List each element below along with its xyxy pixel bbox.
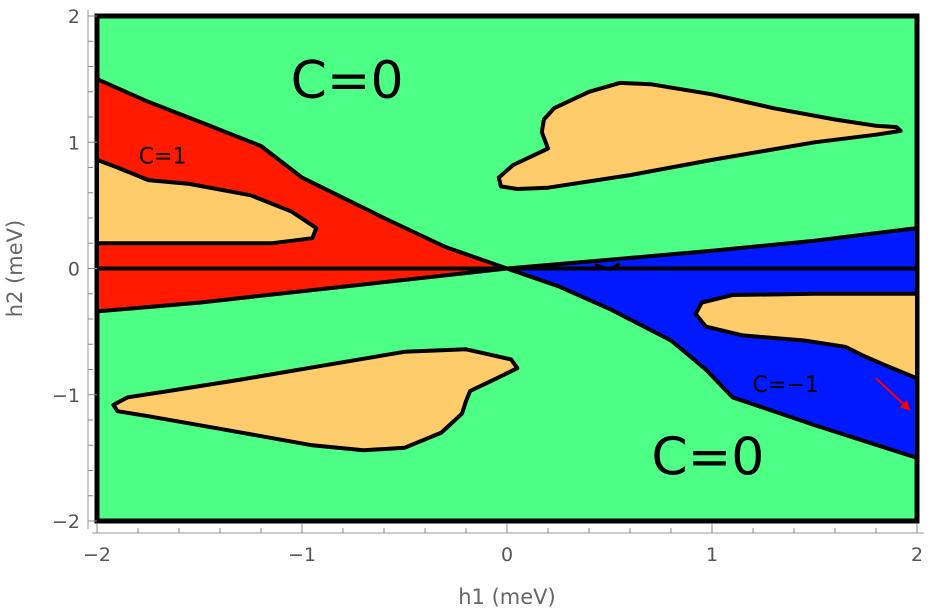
- region-label-2: C=1: [139, 144, 187, 169]
- boundary-lines: [97, 262, 917, 272]
- x-tick-label: 0: [501, 544, 513, 566]
- region-label-3: C=−1: [753, 373, 819, 398]
- region-pocket-3: [95, 157, 319, 246]
- small-notch: [594, 262, 621, 272]
- region-label-0: C=0: [291, 51, 404, 111]
- y-axis-title: h2 (meV): [3, 220, 27, 317]
- y-tick-label: 1: [68, 132, 80, 154]
- region-chern_plus-0: [95, 77, 509, 314]
- red-arrow: [875, 377, 911, 411]
- y-tick-label: −1: [52, 385, 80, 407]
- regions: [95, 77, 919, 460]
- region-chern_minus-1: [505, 226, 919, 460]
- region-pocket-5: [693, 291, 919, 381]
- ticks: [87, 10, 924, 534]
- x-tick-label: 1: [706, 544, 718, 566]
- y-tick-label: 0: [68, 259, 80, 281]
- x-tick-label: −2: [83, 544, 111, 566]
- x-tick-label: 2: [911, 544, 923, 566]
- x-tick-label: −1: [288, 544, 316, 566]
- y-tick-label: −2: [52, 511, 80, 533]
- x-axis-title: h1 (meV): [458, 585, 555, 609]
- region-label-1: C=0: [651, 427, 764, 487]
- region-pocket-2: [496, 80, 903, 191]
- y-tick-label: 2: [68, 6, 80, 28]
- region-pocket-4: [111, 347, 520, 453]
- labels: −2 −1 0 1 2 −2 −1 0 1 2 h1 (meV) h2 (meV) C=0 C=0 C=1 C…: [3, 6, 923, 609]
